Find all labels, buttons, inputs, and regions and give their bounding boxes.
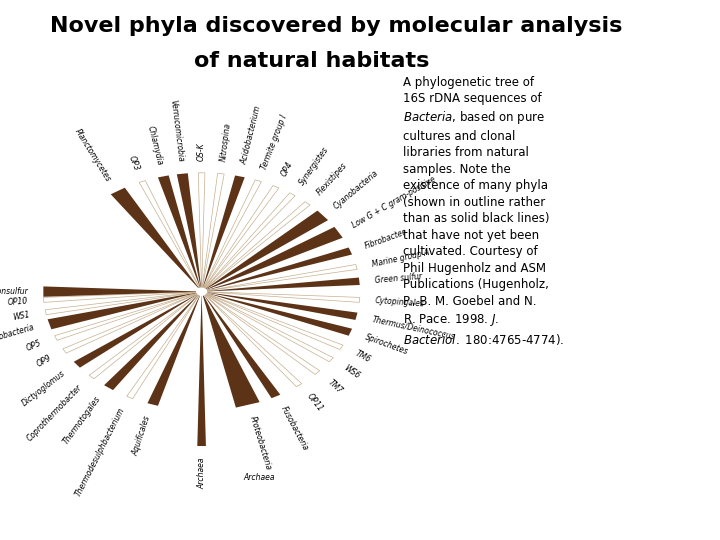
Text: Archaea: Archaea xyxy=(243,474,275,482)
Polygon shape xyxy=(203,176,245,287)
Polygon shape xyxy=(207,247,352,291)
Polygon shape xyxy=(43,286,196,297)
Text: OP5: OP5 xyxy=(25,339,43,353)
Text: Fibrobacter: Fibrobacter xyxy=(364,228,408,251)
Polygon shape xyxy=(158,176,200,287)
Text: OP9: OP9 xyxy=(35,353,53,369)
Text: Chlamydia: Chlamydia xyxy=(145,124,164,166)
Text: Cyanobacteria: Cyanobacteria xyxy=(332,168,380,211)
Text: Nitrospina: Nitrospina xyxy=(218,123,232,163)
Polygon shape xyxy=(111,188,199,288)
Polygon shape xyxy=(207,227,343,289)
Text: Termite group I: Termite group I xyxy=(260,114,289,171)
Text: Proteobacteria: Proteobacteria xyxy=(248,415,274,471)
Text: OP11: OP11 xyxy=(305,392,325,414)
Text: OP3: OP3 xyxy=(126,154,140,172)
Text: TM7: TM7 xyxy=(326,377,344,395)
Text: Marine group A: Marine group A xyxy=(371,248,430,269)
Text: Aquificales: Aquificales xyxy=(130,415,152,457)
Text: Coprothermobacter: Coprothermobacter xyxy=(25,382,84,443)
Text: A phylogenetic tree of
16S rDNA sequences of
$\it{Bacteria}$, based on pure
cult: A phylogenetic tree of 16S rDNA sequence… xyxy=(403,76,564,347)
Text: Dictyoglomus: Dictyoglomus xyxy=(20,368,67,408)
Polygon shape xyxy=(207,278,360,292)
Polygon shape xyxy=(204,295,280,398)
Text: OS-K: OS-K xyxy=(197,143,206,161)
Text: Synergistes: Synergistes xyxy=(298,145,331,187)
Text: Green sulfur: Green sulfur xyxy=(375,272,423,285)
Text: WS1: WS1 xyxy=(12,310,31,322)
Text: Thermodesulphbacterium: Thermodesulphbacterium xyxy=(73,406,127,498)
Polygon shape xyxy=(207,292,358,320)
Text: Thermus/Deinococcus: Thermus/Deinococcus xyxy=(371,314,456,341)
Text: Low G + C gram-positive: Low G + C gram-positive xyxy=(350,175,437,230)
Polygon shape xyxy=(73,294,197,368)
Text: Spirochetes: Spirochetes xyxy=(364,332,410,356)
Text: Thermotogales: Thermotogales xyxy=(62,395,103,447)
Text: WS6: WS6 xyxy=(342,363,361,380)
Text: of natural habitats: of natural habitats xyxy=(194,51,430,71)
Polygon shape xyxy=(203,295,260,408)
Text: Novel phyla discovered by molecular analysis: Novel phyla discovered by molecular anal… xyxy=(50,16,623,36)
Text: Planctomycetes: Planctomycetes xyxy=(73,127,113,183)
Text: Acidobacterium: Acidobacterium xyxy=(239,105,263,166)
Text: Green nonsulfur: Green nonsulfur xyxy=(0,287,27,296)
Polygon shape xyxy=(48,293,196,329)
Text: TM6: TM6 xyxy=(354,349,372,365)
Text: Archaea: Archaea xyxy=(197,458,206,489)
Text: Verrucomicrobia: Verrucomicrobia xyxy=(168,99,185,163)
Text: Cytopingales: Cytopingales xyxy=(375,296,426,309)
Polygon shape xyxy=(197,296,206,446)
Text: Fusobacteria: Fusobacteria xyxy=(279,405,310,453)
Polygon shape xyxy=(148,296,200,406)
Text: OP10: OP10 xyxy=(7,296,28,307)
Polygon shape xyxy=(207,293,352,336)
Polygon shape xyxy=(104,295,199,390)
Text: Actinobacteria: Actinobacteria xyxy=(0,323,35,347)
Polygon shape xyxy=(206,211,328,289)
Text: OP4: OP4 xyxy=(279,160,294,178)
Text: Flexistipes: Flexistipes xyxy=(315,161,348,198)
Polygon shape xyxy=(177,173,201,287)
